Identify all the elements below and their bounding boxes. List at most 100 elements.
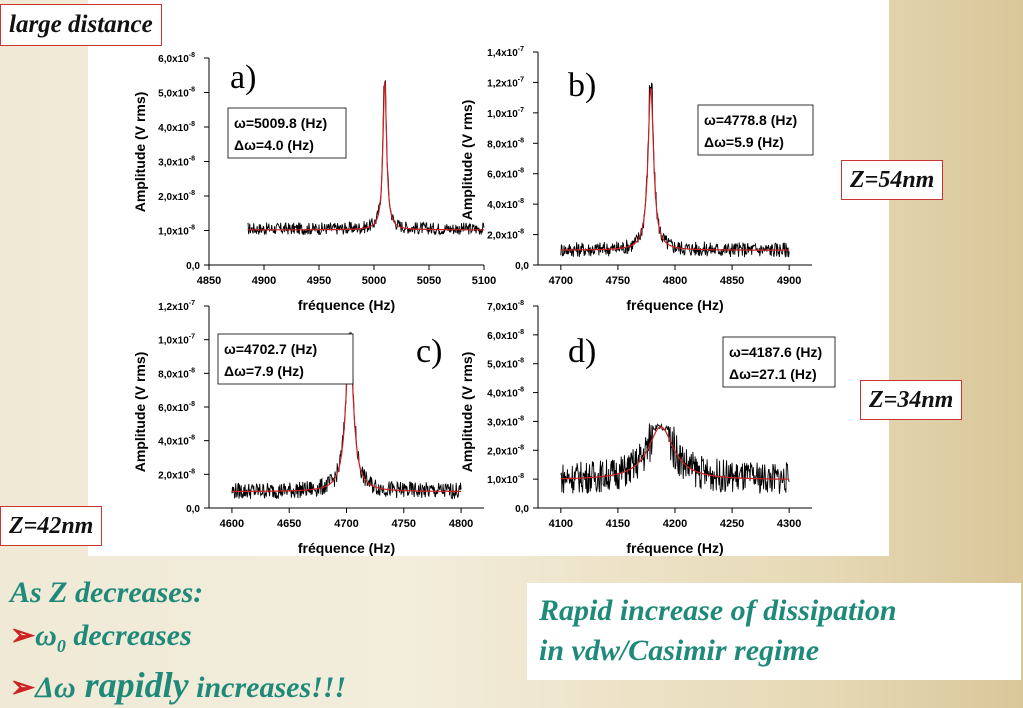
y-axis-label: Amplitude (V rms)	[459, 100, 475, 221]
x-tick-label: 4700	[549, 275, 573, 287]
x-tick-label: 4100	[549, 518, 573, 530]
x-tick-label: 4700	[334, 518, 358, 530]
annotation-text: ω=4778.8 (Hz)	[704, 112, 797, 128]
label-z54: Z=54nm	[841, 160, 944, 200]
label-z42: Z=42nm	[0, 506, 103, 546]
bullet-2-text: increases!!!	[188, 671, 347, 704]
y-tick-label: 1,0x10-7	[487, 107, 524, 120]
y-tick-label: 4,0x10-8	[158, 435, 195, 448]
y-tick-label: 0,0	[515, 261, 529, 272]
x-tick-label: 4800	[663, 275, 687, 287]
x-tick-label: 4650	[277, 518, 301, 530]
y-tick-label: 2,0x10-8	[158, 468, 195, 481]
y-tick-label: 3,0x10-8	[487, 415, 524, 428]
y-tick-label: 6,0x10-8	[158, 52, 195, 65]
x-tick-label: 4250	[720, 518, 744, 530]
fit-curve	[231, 335, 462, 492]
y-tick-label: 6,0x10-8	[487, 168, 524, 181]
annotation-text: ω=5009.8 (Hz)	[234, 115, 327, 131]
y-tick-label: 0,0	[186, 261, 200, 272]
y-tick-label: 1,0x10-8	[487, 473, 524, 486]
y-axis-label: Amplitude (V rms)	[132, 352, 148, 473]
y-tick-label: 1,0x10-7	[158, 334, 195, 347]
right-note-line-2: in vdw/Casimir regime	[539, 634, 820, 667]
left-note-bullet-1: ➢ω0 decreases	[10, 618, 192, 657]
x-tick-label: 4900	[777, 275, 801, 287]
annotation-box	[722, 336, 836, 388]
x-tick-label: 4950	[307, 275, 331, 287]
x-tick-label: 4750	[606, 275, 630, 287]
x-tick-label: 4300	[777, 518, 801, 530]
x-tick-label: 4200	[663, 518, 687, 530]
annotation-box	[227, 107, 347, 159]
label-z34: Z=34nm	[860, 380, 963, 420]
panel-label: b)	[568, 67, 596, 104]
y-tick-label: 0,0	[186, 504, 200, 515]
annotation-text: Δω=27.1 (Hz)	[729, 366, 817, 382]
annotation-text: Δω=7.9 (Hz)	[224, 363, 304, 379]
panel-label: c)	[416, 333, 442, 370]
panel-4: 4100 4150 4200 4250 4300 0,0 1,0x10-8 2,0x10-8 3…	[459, 300, 836, 556]
bullet-arrow-icon: ➢	[10, 619, 36, 652]
spectra-plots: 4850 4900 4950 5000 5050 5100 0,0 1,0x10-8 2,0x1…	[132, 46, 836, 556]
x-tick-label: 5100	[472, 275, 496, 287]
y-tick-label: 2,0x10-8	[487, 444, 524, 457]
annotation-box	[697, 104, 814, 156]
right-note: Rapid increase of dissipation in vdw/Cas…	[527, 583, 1021, 680]
annotation-text: ω=4187.6 (Hz)	[729, 344, 822, 360]
y-tick-label: 8,0x10-8	[487, 137, 524, 150]
x-tick-label: 5050	[417, 275, 441, 287]
y-tick-label: 3,0x10-8	[158, 156, 195, 169]
y-tick-label: 1,4x10-7	[487, 46, 524, 59]
x-tick-label: 5000	[362, 275, 386, 287]
y-tick-label: 2,0x10-8	[487, 229, 524, 242]
x-axis-label: fréquence (Hz)	[626, 297, 723, 313]
label-large-distance: large distance	[0, 4, 162, 46]
y-tick-label: 1,0x10-8	[158, 225, 195, 238]
x-tick-label: 4600	[220, 518, 244, 530]
data-trace	[560, 82, 790, 258]
y-tick-label: 4,0x10-8	[487, 198, 524, 211]
panel-2: 4700 4750 4800 4850 4900 0,0 2,0x10-8 4,0x10-8 6…	[459, 46, 814, 313]
panel-label: d)	[568, 333, 596, 370]
rapidly-text: rapidly	[75, 665, 189, 705]
panel-1: 4850 4900 4950 5000 5050 5100 0,0 1,0x10-8 2,0x1…	[132, 52, 496, 313]
left-note-title: As Z decreases:	[10, 576, 204, 609]
x-tick-label: 4850	[197, 275, 221, 287]
x-tick-label: 4850	[720, 275, 744, 287]
y-tick-label: 0,0	[515, 504, 529, 515]
panel-label: a)	[230, 59, 256, 96]
y-tick-label: 8,0x10-8	[158, 367, 195, 380]
right-note-line-1: Rapid increase of dissipation	[539, 594, 897, 627]
x-tick-label: 4900	[252, 275, 276, 287]
omega-subscript: 0	[56, 636, 66, 656]
y-tick-label: 7,0x10-8	[487, 300, 524, 313]
y-tick-label: 1,2x10-7	[487, 76, 524, 89]
x-axis-label: fréquence (Hz)	[298, 540, 395, 556]
delta-omega-symbol: Δω	[35, 671, 76, 704]
x-axis-label: fréquence (Hz)	[298, 297, 395, 313]
y-tick-label: 6,0x10-8	[487, 329, 524, 342]
x-tick-label: 4750	[392, 518, 416, 530]
left-note-bullet-2: ➢Δω rapidly increases!!!	[10, 664, 346, 706]
panel-3: 4600 4650 4700 4750 4800 0,0 2,0x10-8 4,0x10-8 6…	[132, 300, 484, 556]
y-axis-label: Amplitude (V rms)	[132, 92, 148, 213]
y-tick-label: 5,0x10-8	[158, 87, 195, 100]
y-tick-label: 2,0x10-8	[158, 190, 195, 203]
fit-curve	[560, 426, 790, 480]
annotation-text: ω=4702.7 (Hz)	[224, 341, 317, 357]
y-tick-label: 1,2x10-7	[158, 300, 195, 313]
x-tick-label: 4800	[449, 518, 473, 530]
bullet-arrow-icon: ➢	[10, 671, 36, 704]
bullet-1-text: decreases	[65, 619, 192, 652]
figure: 4850 4900 4950 5000 5050 5100 0,0 1,0x10-8 2,0x1…	[88, 0, 889, 556]
omega-symbol: ω	[35, 619, 57, 652]
annotation-text: Δω=4.0 (Hz)	[234, 137, 314, 153]
data-trace	[560, 422, 790, 495]
x-axis-label: fréquence (Hz)	[626, 540, 723, 556]
y-tick-label: 4,0x10-8	[158, 121, 195, 134]
annotation-box	[217, 333, 354, 385]
annotation-text: Δω=5.9 (Hz)	[704, 134, 784, 150]
y-tick-label: 4,0x10-8	[487, 387, 524, 400]
fit-curve	[247, 81, 484, 231]
